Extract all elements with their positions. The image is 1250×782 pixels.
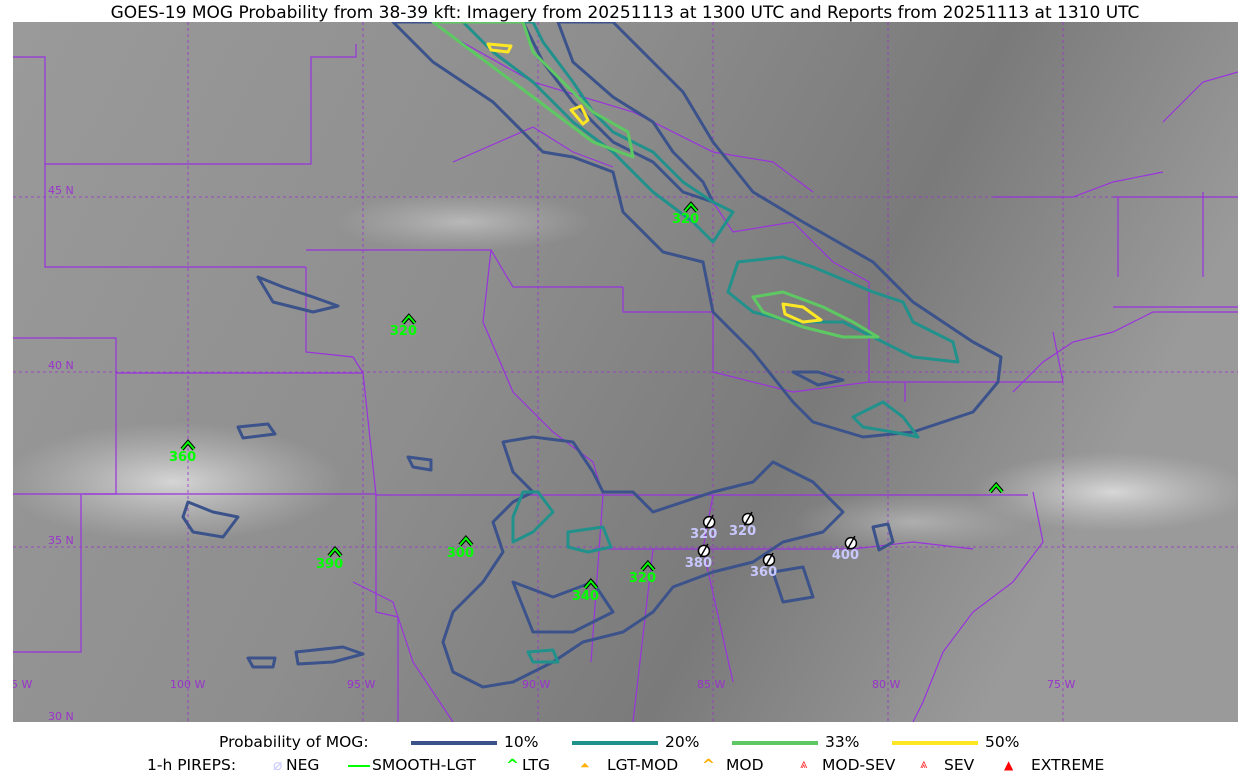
lon-label: 90 W — [522, 678, 550, 691]
ltg-caret-icon — [328, 547, 342, 557]
pirep-altitude-label: 380 — [685, 556, 712, 571]
pirep-altitude-label: 320 — [672, 212, 699, 227]
chart-title: GOES-19 MOG Probability from 38-39 kft: … — [110, 3, 1140, 23]
swatch-10pct — [411, 741, 497, 745]
pirep-altitude-label: 390 — [316, 557, 343, 572]
ltg-caret-icon — [641, 561, 655, 571]
lon-label: 95 W — [347, 678, 375, 691]
pirep-marker-ltg: 340 — [572, 578, 599, 604]
pirep-altitude-label: 320 — [729, 524, 756, 539]
lon-label: 75 W — [1047, 678, 1075, 691]
satellite-map: 45 N 40 N 35 N 30 N 105 W 100 W 95 W 90 … — [13, 22, 1238, 722]
caret-bar-icon: ⏶ — [580, 758, 590, 772]
pirep-legend-title: 1-h PIREPS: — [147, 756, 237, 774]
ltg-caret-icon — [989, 483, 1003, 493]
prob-legend-20: 20% — [665, 733, 700, 751]
caret-icon: ^ — [506, 756, 519, 774]
swatch-50pct — [892, 741, 978, 745]
contour-20pct — [461, 22, 960, 664]
double-caret-bar-icon: ⩓ — [800, 757, 808, 772]
pirep-legend-neg: NEG — [286, 756, 320, 774]
lat-label: 45 N — [48, 184, 74, 197]
pirep-marker-neg: 320 — [690, 514, 717, 542]
ltg-caret-icon — [459, 536, 473, 546]
pirep-altitude-label: 400 — [832, 548, 859, 563]
prob-legend-title: Probability of MOG: — [219, 733, 369, 751]
lat-label: 35 N — [48, 534, 74, 547]
pirep-marker-ltg: 320 — [629, 559, 656, 586]
filled-triangle-icon: ▲ — [1004, 758, 1014, 772]
caret-icon: ^ — [702, 756, 715, 774]
pirep-marker-neg: 400 — [832, 535, 859, 563]
pirep-altitude-label: 300 — [447, 546, 474, 561]
lon-label: 100 W — [170, 678, 205, 691]
lat-label: 40 N — [48, 359, 74, 372]
prob-legend-10: 10% — [504, 733, 539, 751]
pirep-legend-ltg: LTG — [522, 756, 550, 774]
double-caret-icon: ⩓ — [920, 757, 928, 772]
ltg-caret-icon — [402, 314, 416, 324]
lon-label: 105 W — [13, 678, 32, 691]
ltg-caret-icon — [181, 440, 195, 450]
pirep-legend-lgt-mod: LGT-MOD — [607, 756, 679, 774]
pirep-legend-mod: MOD — [726, 756, 764, 774]
pirep-legend-mod-sev: MOD-SEV — [822, 756, 896, 774]
contour-33pct — [431, 22, 880, 339]
neg-circle-slash-icon: ⌀ — [273, 756, 283, 774]
lat-label: 30 N — [48, 710, 74, 722]
lon-label: 80 W — [872, 678, 900, 691]
swatch-33pct — [732, 741, 818, 745]
prob-legend-33: 33% — [825, 733, 860, 751]
pirep-marker-ltg: 300 — [447, 534, 474, 561]
pirep-altitude-label: 320 — [390, 324, 417, 339]
prob-legend-50: 50% — [985, 733, 1020, 751]
line-icon — [348, 765, 370, 767]
pirep-altitude-label: 360 — [750, 565, 777, 580]
pirep-altitude-label: 320 — [629, 571, 656, 586]
pirep-altitude-label: 340 — [572, 589, 599, 604]
ltg-caret-icon — [584, 579, 598, 589]
pirep-legend-extreme: EXTREME — [1031, 756, 1105, 774]
pirep-altitude-label: 320 — [690, 527, 717, 542]
lon-label: 85 W — [697, 678, 725, 691]
pirep-marker-neg: 360 — [750, 552, 777, 580]
pirep-marker-neg: 380 — [685, 543, 712, 571]
pirep-legend-sev: SEV — [944, 756, 975, 774]
pirep-marker-ltg: 320 — [390, 313, 417, 339]
pirep-marker-neg: 320 — [729, 511, 756, 539]
pirep-legend-smooth-lgt: SMOOTH-LGT — [372, 756, 476, 774]
swatch-20pct — [572, 741, 658, 745]
ltg-caret-icon — [684, 202, 698, 212]
pirep-marker-ltg: 320 — [672, 201, 699, 227]
pirep-marker-ltg: 390 — [316, 545, 343, 572]
contour-50pct — [486, 42, 823, 324]
pirep-marker-ltg: 360 — [169, 439, 196, 465]
pirep-marker-ltg — [988, 481, 1004, 494]
lat-lon-grid — [13, 22, 1238, 722]
pirep-altitude-label: 360 — [169, 450, 196, 465]
